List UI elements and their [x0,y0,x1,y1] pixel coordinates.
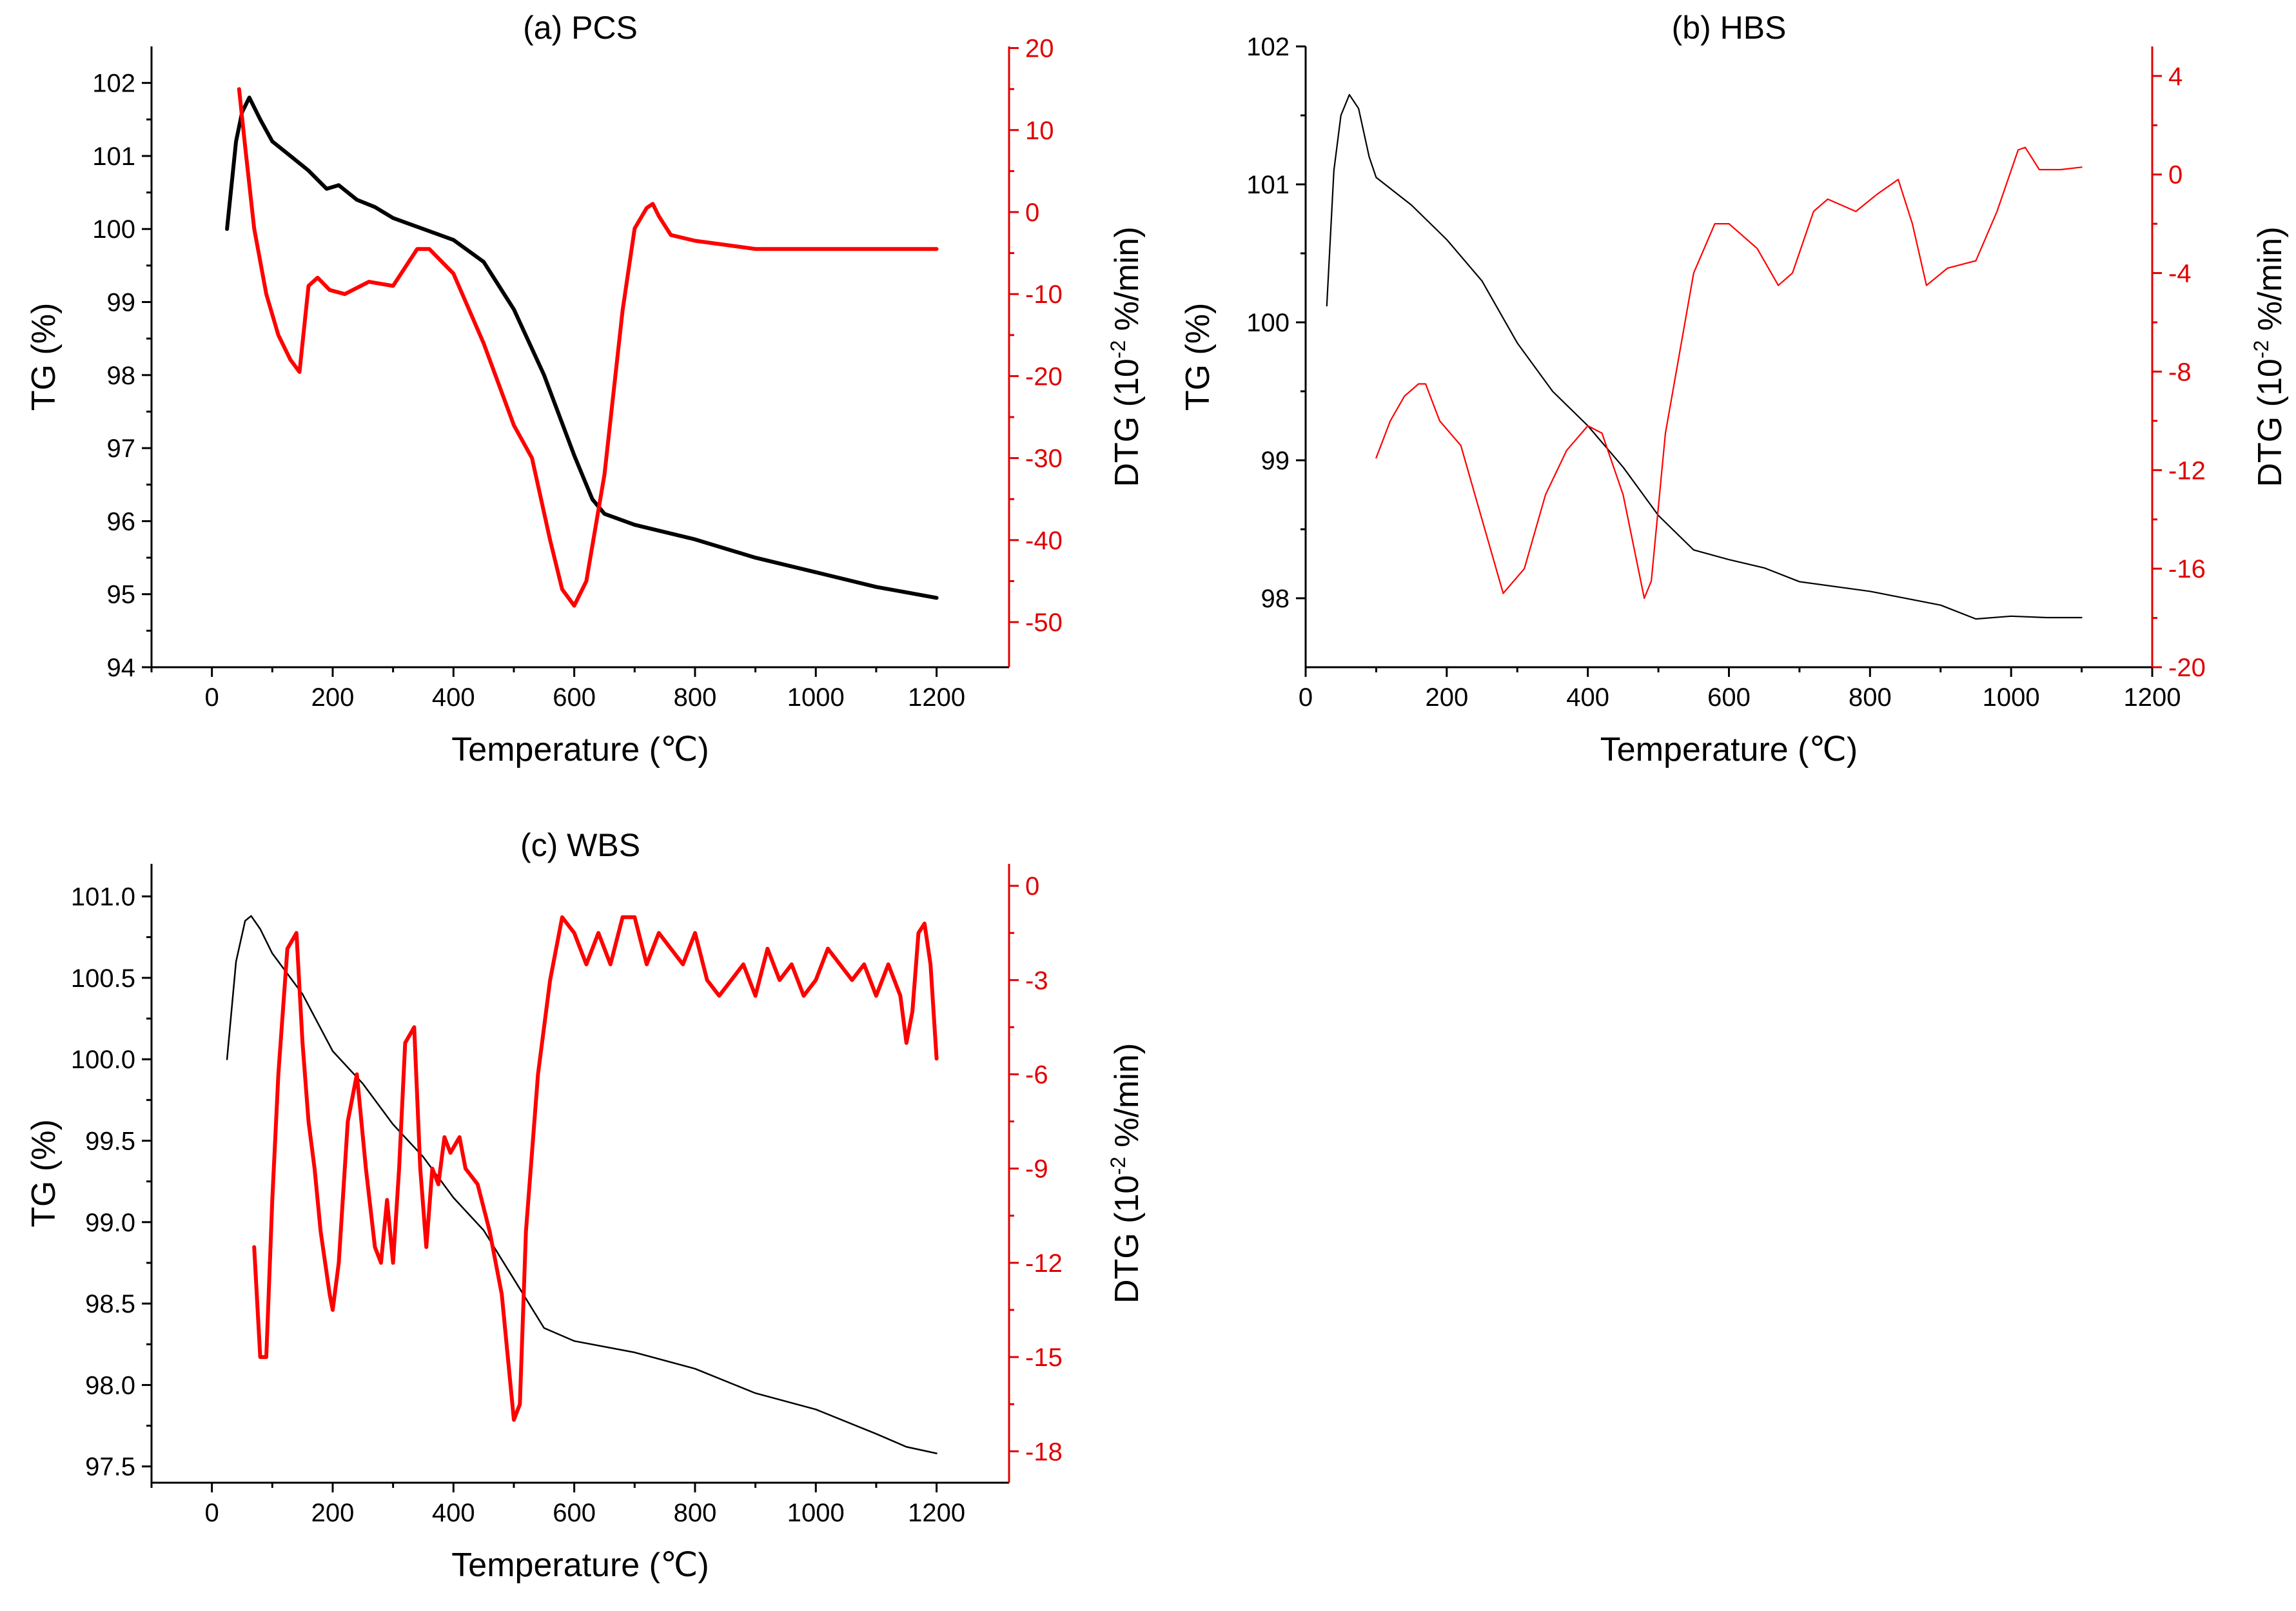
y2-tick-label: 0 [1025,199,1039,227]
y-tick-label: 101 [1246,171,1290,199]
y-tick-label: 95 [107,581,136,609]
y2-tick-label: 4 [2168,63,2183,91]
y2-tick-label: -12 [1025,1249,1063,1278]
x-tick-label: 600 [1707,683,1751,712]
tg-series-line [226,915,937,1454]
dtg-series-line [252,915,939,1422]
y2-tick-label: -3 [1025,966,1048,995]
y2-tick-label: -4 [2168,260,2192,288]
dtg-series-line [237,87,939,608]
y2-tick-label: 0 [2168,161,2183,190]
x-tick-label: 0 [1299,683,1313,712]
y-tick-label: 98 [1261,585,1290,613]
y-tick-label: 99.0 [85,1209,135,1237]
y2-tick-label: -12 [2168,456,2206,485]
x-tick-label: 1000 [787,1499,845,1527]
tg-series-line [1326,93,2083,620]
y2-tick-label: 20 [1025,35,1054,63]
y2-tick-label: -20 [2168,654,2206,682]
y2-axis-label: DTG (10-2 %/min) [2250,226,2289,487]
x-tick-label: 1200 [908,683,965,712]
chart-c: 0 200 400 600 800 1000 1200 97.5 98.0 98.5 99.0 99.… [25,827,1146,1584]
x-tick-label: 400 [1566,683,1609,712]
chart-title: (a) PCS [523,10,638,46]
x-axis-label: Temperature (℃) [1600,731,1858,768]
y-axis-label: TG (%) [25,303,63,411]
x-tick-label: 600 [553,683,596,712]
y-tick-label: 100.0 [71,1046,135,1074]
y2-tick-label: 10 [1025,117,1054,145]
x-tick-label: 200 [1425,683,1468,712]
x-tick-label: 200 [311,683,355,712]
x-tick-label: 600 [553,1499,596,1527]
chart-title: (b) HBS [1672,10,1787,46]
x-tick-label: 0 [205,1499,219,1527]
y-tick-label: 96 [107,507,136,536]
x-axis-label: Temperature (℃) [451,731,709,768]
y-tick-label: 97.5 [85,1453,135,1481]
y-tick-label: 98.0 [85,1371,135,1400]
y-tick-label: 99 [1261,447,1290,475]
y-tick-label: 98 [107,362,136,390]
y-tick-label: 101 [92,142,135,171]
y-tick-label: 102 [92,70,135,98]
x-tick-label: 1200 [908,1499,965,1527]
y2-tick-label: -9 [1025,1155,1048,1184]
x-tick-label: 800 [674,683,717,712]
x-tick-label: 800 [1849,683,1892,712]
y-axis-label: TG (%) [1179,303,1217,411]
x-tick-label: 1000 [1983,683,2040,712]
chart-title: (c) WBS [520,827,640,863]
y-tick-label: 100.5 [71,964,135,993]
y2-tick-label: -50 [1025,609,1063,637]
y2-tick-label: -8 [2168,358,2192,386]
y-tick-label: 102 [1246,33,1290,61]
dtg-series-line [1375,146,2083,600]
y2-tick-label: -18 [1025,1438,1063,1466]
y2-tick-label: 0 [1025,872,1039,901]
x-tick-label: 1000 [787,683,845,712]
chart-b: 0 200 400 600 800 1000 1200 98 99 100 101 102 -20 -16… [1179,10,2289,768]
chart-a: 0 200 400 600 800 1000 12009495969798991001011… [25,10,1146,768]
y-tick-label: 99.5 [85,1127,135,1155]
y2-tick-label: -10 [1025,280,1063,309]
y2-axis-label: DTG (10-2 %/min) [1106,226,1146,487]
y-axis-label: TG (%) [25,1119,63,1227]
y2-tick-label: -15 [1025,1343,1063,1372]
y2-axis-label: DTG (10-2 %/min) [1106,1043,1146,1303]
x-tick-label: 400 [432,1499,475,1527]
y2-tick-label: -20 [1025,362,1063,391]
tg-series-line [225,95,939,600]
y2-tick-label: -16 [2168,555,2206,583]
y-tick-label: 94 [107,654,136,682]
y-tick-label: 100 [92,215,135,244]
y-tick-label: 98.5 [85,1290,135,1318]
y-tick-label: 97 [107,434,136,463]
x-tick-label: 0 [205,683,219,712]
y-tick-label: 101.0 [71,883,135,912]
x-tick-label: 400 [432,683,475,712]
x-tick-label: 200 [311,1499,355,1527]
y2-tick-label: -30 [1025,445,1063,473]
y2-tick-label: -6 [1025,1060,1048,1089]
x-tick-label: 800 [674,1499,717,1527]
x-tick-label: 1200 [2124,683,2181,712]
x-axis-label: Temperature (℃) [451,1547,709,1584]
y2-tick-label: -40 [1025,527,1063,555]
y-tick-label: 100 [1246,309,1290,337]
y-tick-label: 99 [107,289,136,317]
